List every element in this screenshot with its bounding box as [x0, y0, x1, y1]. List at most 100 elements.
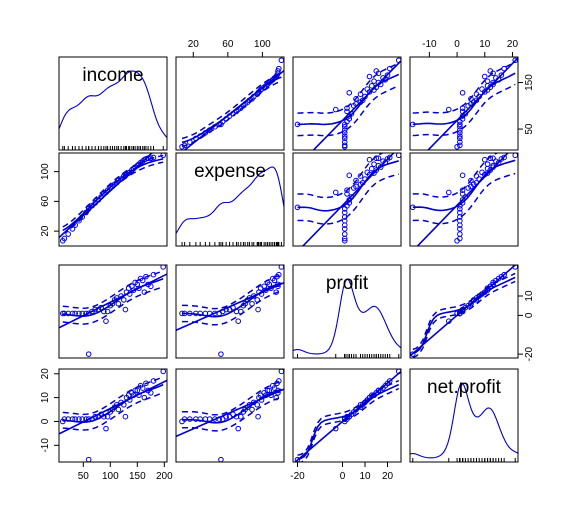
data-point	[487, 84, 494, 91]
tick-label: 150	[129, 471, 146, 482]
data-point	[139, 277, 146, 284]
data-point	[104, 308, 111, 315]
panel-expense-vs-income	[58, 152, 168, 247]
data-point	[341, 129, 348, 136]
tick-label: 20	[188, 39, 200, 50]
data-point	[457, 209, 463, 216]
data-point	[375, 155, 382, 162]
tick-label: -20	[290, 471, 305, 482]
tick-label: 60	[222, 39, 234, 50]
data-point	[255, 413, 261, 420]
spread-upper-line	[62, 270, 164, 310]
data-point	[364, 169, 371, 176]
data-point	[197, 310, 203, 317]
data-point	[457, 231, 463, 237]
data-point	[139, 385, 146, 391]
data-point	[61, 235, 68, 242]
data-point	[249, 300, 255, 307]
panel-frame	[58, 152, 168, 247]
data-point	[501, 271, 507, 278]
data-point	[501, 154, 507, 161]
data-point	[459, 90, 466, 96]
data-point	[346, 172, 353, 179]
data-point	[457, 142, 463, 149]
data-point	[122, 413, 129, 420]
tick-label: 150	[524, 74, 535, 91]
panel-frame	[175, 264, 285, 359]
data-point	[457, 217, 463, 224]
data-point	[386, 154, 393, 161]
tick-label: 0	[524, 312, 535, 318]
tick-label: 0	[340, 471, 346, 482]
tick-label: -10	[40, 438, 51, 453]
data-point	[395, 153, 401, 159]
data-point	[103, 318, 109, 324]
panel-frame	[409, 56, 519, 151]
data-point	[121, 297, 127, 303]
spread-lower-line	[62, 285, 164, 325]
data-point	[366, 156, 373, 163]
data-point	[479, 169, 485, 176]
spread-upper-line	[62, 376, 164, 416]
spread-upper-line	[182, 274, 282, 310]
smoother-line	[412, 72, 516, 126]
panel-expense-vs-expense: expense	[175, 152, 285, 247]
data-point	[235, 318, 242, 324]
data-point	[341, 217, 348, 224]
variable-label: income	[82, 65, 143, 86]
panel-frame	[58, 56, 168, 151]
data-point	[141, 394, 148, 401]
tick-label: 10	[524, 290, 535, 302]
data-point	[271, 277, 278, 284]
spread-upper-line	[412, 272, 516, 351]
spread-lower-line	[297, 173, 399, 225]
data-point	[160, 265, 167, 270]
smoother-line	[412, 276, 516, 355]
data-point	[218, 456, 224, 462]
data-point	[341, 231, 348, 237]
data-point	[459, 187, 466, 193]
data-point	[457, 226, 463, 232]
tick-label: 60	[40, 195, 51, 207]
tick-label: -10	[422, 39, 437, 50]
panel-frame	[292, 56, 402, 151]
data-point	[276, 65, 282, 72]
data-point	[249, 406, 255, 413]
density-curve	[293, 278, 401, 355]
panel-net.profit-vs-profit	[292, 368, 402, 463]
data-point	[255, 306, 261, 313]
data-point	[148, 390, 154, 396]
data-point	[150, 154, 157, 161]
data-point	[457, 135, 463, 142]
regression-line	[59, 379, 167, 435]
data-point	[104, 413, 111, 420]
data-point	[197, 416, 203, 422]
data-point	[490, 155, 496, 162]
data-point	[332, 189, 339, 196]
data-point	[332, 106, 339, 113]
data-point	[85, 456, 92, 462]
spread-lower-line	[181, 80, 282, 148]
spread-upper-line	[297, 153, 385, 199]
data-point	[346, 90, 353, 96]
regression-line	[312, 60, 401, 150]
panel-frame	[292, 152, 402, 247]
data-point	[493, 158, 499, 164]
data-point	[341, 123, 348, 130]
data-point	[344, 108, 350, 115]
data-point	[122, 306, 129, 313]
panel-expense-vs-profit	[292, 152, 402, 247]
data-point	[353, 96, 359, 102]
tick-label: 10	[40, 392, 51, 404]
smoother-line	[182, 388, 282, 424]
data-point	[487, 167, 494, 173]
panel-frame	[292, 264, 402, 359]
panel-net.profit-vs-income	[58, 368, 168, 463]
data-point	[115, 406, 122, 413]
data-point	[238, 413, 244, 420]
spread-upper-line	[297, 379, 400, 456]
panel-net.profit-vs-net.profit: net.profit	[409, 368, 519, 463]
data-point	[386, 378, 393, 384]
spread-lower-line	[412, 172, 516, 225]
